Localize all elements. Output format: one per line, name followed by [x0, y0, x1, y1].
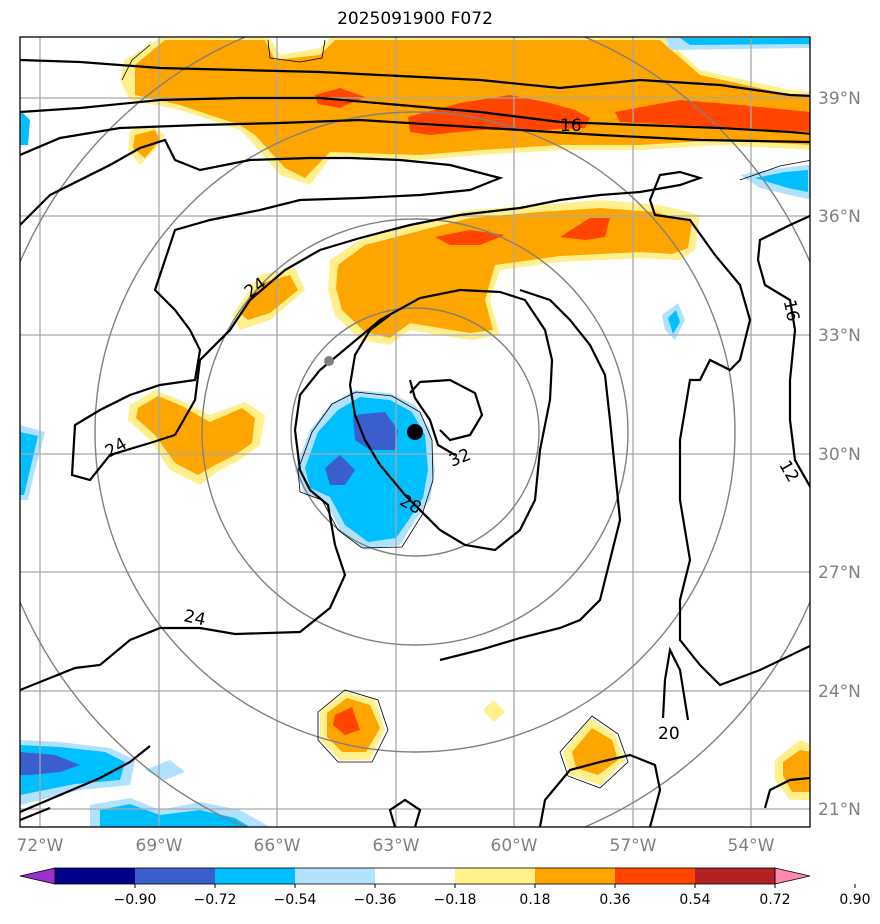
colorbar-tick-label: 0.36: [599, 892, 630, 908]
lon-label-66: 66°W: [254, 836, 301, 856]
latitude-labels: 39°N 36°N 33°N 30°N 27°N 24°N 21°N: [818, 89, 861, 820]
range-rings: [20, 37, 810, 827]
lon-label-57: 57°W: [610, 836, 657, 856]
colorbar-segment: [215, 868, 295, 884]
lat-label-27: 27°N: [818, 563, 861, 583]
plot-area: 16 24 24 32 28 24 16 12 20: [20, 37, 810, 827]
negative-anomaly-fields: [20, 38, 810, 827]
storm-center-marker: [407, 424, 423, 440]
positive-anomaly-fields: [120, 38, 810, 800]
colorbar-tick-label: 0.90: [839, 892, 870, 908]
secondary-point-marker: [324, 356, 334, 366]
lat-label-39: 39°N: [818, 89, 861, 109]
shading-outlines: [121, 39, 810, 789]
lat-label-33: 33°N: [818, 326, 861, 346]
colorbar-extend-low: [19, 867, 56, 885]
colorbar-segment: [615, 868, 695, 884]
graticule: [20, 37, 810, 827]
colorbar-tick-label: −0.36: [354, 892, 397, 908]
colorbar-tick-label: −0.72: [194, 892, 237, 908]
colorbar-segment: [55, 868, 135, 884]
contour-label-20: 20: [658, 724, 680, 744]
map-title: 2025091900 F072: [337, 9, 493, 29]
colorbar-segment: [695, 868, 775, 884]
lon-label-69: 69°W: [136, 836, 183, 856]
colorbar-segment: [135, 868, 215, 884]
lat-label-30: 30°N: [818, 445, 861, 465]
lon-label-54: 54°W: [728, 836, 775, 856]
colorbar-segment: [375, 868, 455, 884]
contour-label-16-right: 16: [779, 298, 803, 323]
colorbar-segment: [295, 868, 375, 884]
contour-labels: 16 24 24 32 28 24 16 12 20: [102, 116, 803, 744]
colorbar-extend-high: [774, 867, 811, 885]
colorbar-tick-label: 0.72: [759, 892, 790, 908]
lon-label-60: 60°W: [491, 836, 538, 856]
contour-label-24-lower: 24: [182, 606, 207, 630]
lat-label-24: 24°N: [818, 682, 861, 702]
colorbar-frame: [54, 867, 776, 885]
lat-label-36: 36°N: [818, 207, 861, 227]
lon-label-63: 63°W: [373, 836, 420, 856]
longitude-labels: 72°W 69°W 66°W 63°W 60°W 57°W 54°W: [17, 836, 775, 856]
lat-label-21: 21°N: [818, 800, 861, 820]
colorbar: −0.90 −0.72 −0.54 −0.36 −0.18 0.18 0.36 0.54 0.7…: [19, 867, 871, 908]
colorbar-tick-label: 0.54: [679, 892, 710, 908]
colorbar-tick-label: −0.54: [274, 892, 317, 908]
plot-frame: [19, 36, 811, 828]
contour-label-16-top: 16: [560, 116, 582, 136]
height-contours: [20, 58, 810, 827]
colorbar-segment: [535, 868, 615, 884]
colorbar-segment: [455, 868, 535, 884]
lon-label-72: 72°W: [17, 836, 64, 856]
colorbar-tick-label: −0.18: [434, 892, 477, 908]
colorbar-tick-label: 0.18: [519, 892, 550, 908]
colorbar-tick-label: −0.90: [114, 892, 157, 908]
